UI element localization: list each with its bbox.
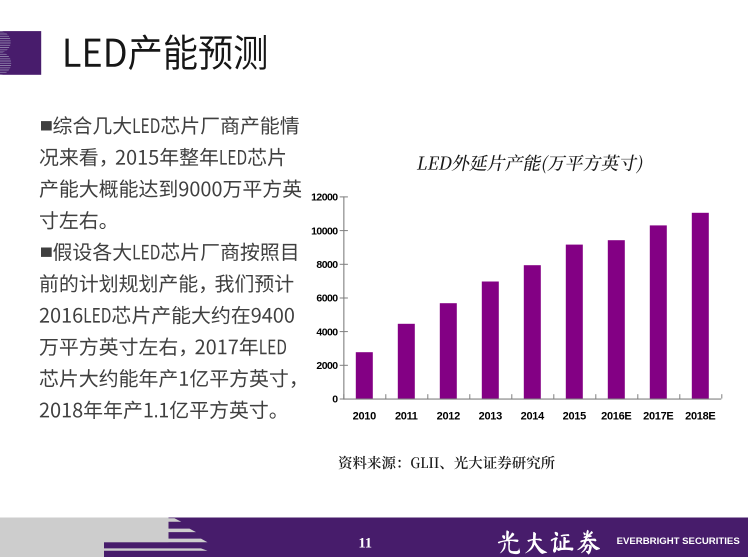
svg-text:2018E: 2018E — [685, 411, 715, 423]
svg-text:2013: 2013 — [479, 411, 502, 423]
svg-text:2012: 2012 — [437, 411, 460, 423]
svg-text:2017E: 2017E — [643, 411, 673, 423]
svg-text:2015: 2015 — [563, 411, 586, 423]
svg-text:0: 0 — [332, 394, 338, 406]
svg-text:2011: 2011 — [395, 411, 418, 423]
svg-text:10000: 10000 — [311, 225, 338, 237]
svg-text:EVERBRIGHT SECURITIES: EVERBRIGHT SECURITIES — [617, 536, 741, 547]
svg-text:2014: 2014 — [521, 411, 545, 423]
svg-text:8000: 8000 — [316, 259, 338, 271]
svg-text:2010: 2010 — [353, 411, 376, 423]
svg-text:6000: 6000 — [316, 293, 338, 305]
svg-text:2016E: 2016E — [601, 411, 631, 423]
svg-text:12000: 12000 — [311, 192, 338, 204]
svg-text:11: 11 — [358, 536, 372, 552]
svg-text:2000: 2000 — [316, 360, 338, 372]
svg-text:4000: 4000 — [316, 326, 338, 338]
